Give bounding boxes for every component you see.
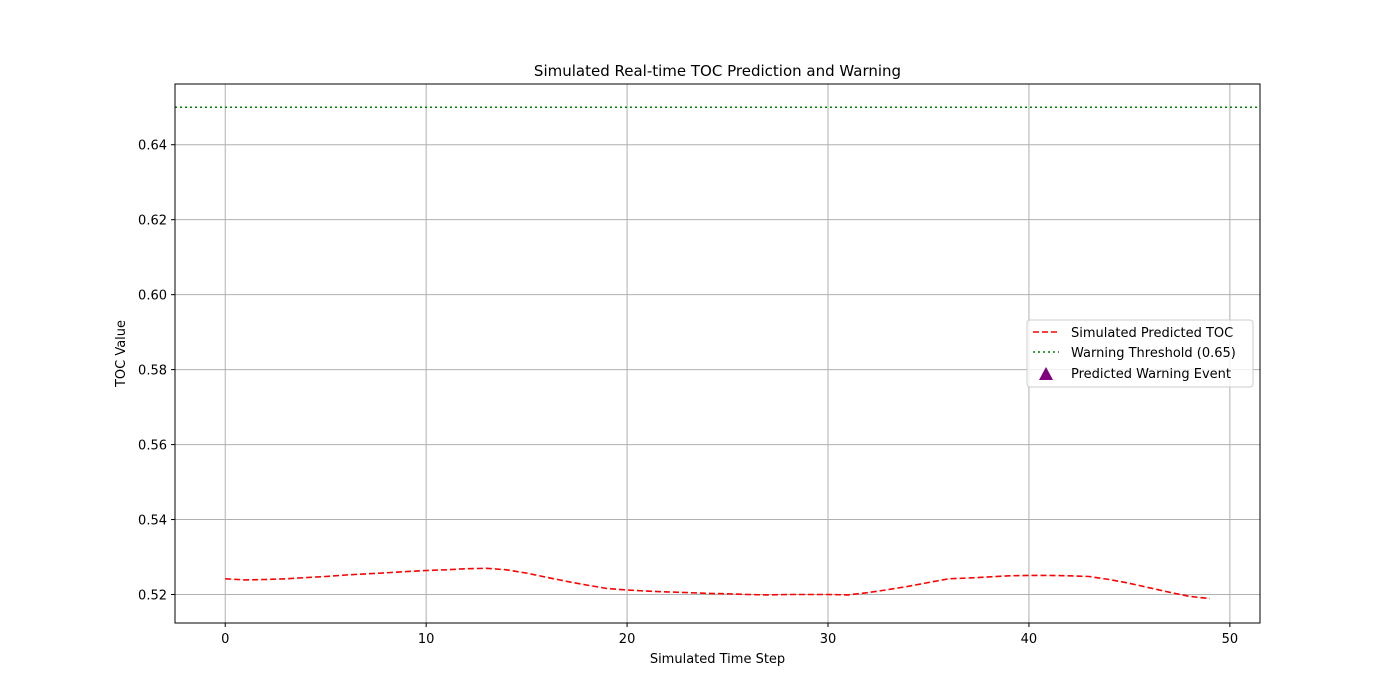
predicted-toc-line bbox=[225, 567, 1210, 600]
x-tick-label: 0 bbox=[221, 632, 229, 647]
x-tick-label: 20 bbox=[619, 632, 636, 647]
y-tick-label: 0.58 bbox=[138, 364, 167, 379]
legend: Simulated Predicted TOC Warning Threshol… bbox=[1026, 319, 1254, 388]
y-tick-label: 0.62 bbox=[138, 214, 167, 229]
x-tick-label: 40 bbox=[1021, 632, 1038, 647]
x-tick-label: 10 bbox=[418, 632, 435, 647]
y-tick-label: 0.54 bbox=[138, 514, 167, 529]
x-tick-label: 30 bbox=[820, 632, 837, 647]
legend-label-warning-threshold: Warning Threshold (0.65) bbox=[1071, 346, 1236, 361]
y-tick-label: 0.64 bbox=[138, 139, 167, 154]
y-tick-label: 0.52 bbox=[138, 589, 167, 604]
x-axis-label: Simulated Time Step bbox=[650, 652, 785, 667]
legend-swatch-warning-event-icon bbox=[1039, 367, 1053, 380]
y-axis-label: TOC Value bbox=[114, 320, 129, 388]
x-tick-label: 50 bbox=[1222, 632, 1239, 647]
chart-title: Simulated Real-time TOC Prediction and W… bbox=[534, 62, 901, 80]
y-tick-label: 0.60 bbox=[138, 289, 167, 304]
legend-label-warning-event: Predicted Warning Event bbox=[1071, 367, 1231, 382]
legend-box bbox=[1026, 319, 1254, 388]
series-layer bbox=[175, 106, 1260, 600]
axis-ticks: 0 10 20 30 40 50 0.52 0.54 0.56 0.58 0.60 0.62 0.64 bbox=[138, 139, 1238, 647]
legend-label-predicted-toc: Simulated Predicted TOC bbox=[1071, 326, 1233, 341]
y-tick-label: 0.56 bbox=[138, 439, 167, 454]
plot-frame bbox=[174, 83, 1261, 624]
